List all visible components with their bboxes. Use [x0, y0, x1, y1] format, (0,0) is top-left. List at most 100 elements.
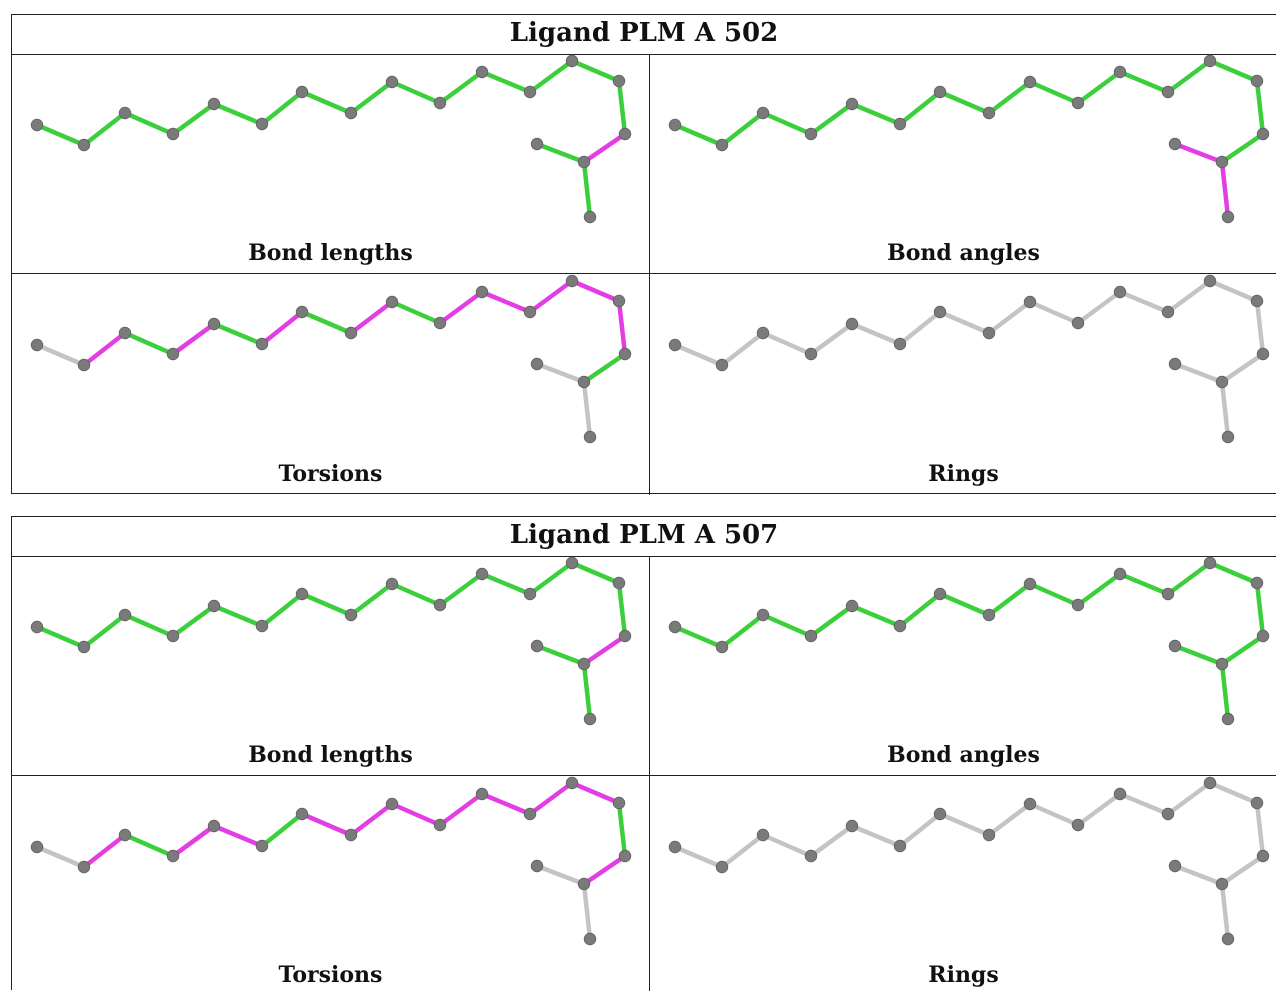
- bond-line: [986, 581, 1033, 618]
- atom-node: [565, 776, 579, 790]
- bond-line: [616, 580, 628, 639]
- atom-node: [344, 608, 358, 622]
- atom-node: [1215, 877, 1229, 891]
- bond-line: [616, 298, 628, 357]
- bond-line: [760, 110, 814, 137]
- atom-node: [255, 337, 269, 351]
- atom-node: [583, 712, 597, 726]
- panel-caption: Bond lengths: [248, 742, 413, 768]
- bond-line: [534, 863, 587, 887]
- molecule-diagram: [668, 274, 1270, 444]
- molecule-diagram: [30, 54, 632, 224]
- atom-node: [433, 818, 447, 832]
- atom-node: [893, 839, 907, 853]
- atom-node: [756, 828, 770, 842]
- bond-line: [259, 309, 305, 347]
- bond-line: [348, 299, 395, 336]
- atom-node: [804, 849, 818, 863]
- atom-node: [933, 305, 947, 319]
- bond-line: [389, 581, 443, 608]
- bond-line: [534, 141, 587, 165]
- atom-node: [668, 840, 682, 854]
- atom-node: [1221, 932, 1235, 946]
- bond-line: [1165, 58, 1213, 95]
- bond-line: [569, 780, 622, 806]
- atom-node: [475, 787, 489, 801]
- atom-node: [166, 127, 180, 141]
- atom-node: [30, 118, 44, 132]
- atom-node: [583, 210, 597, 224]
- bond-line: [534, 643, 587, 667]
- bond-line: [389, 801, 443, 828]
- atom-node: [255, 839, 269, 853]
- bond-line: [1027, 79, 1081, 106]
- atom-node: [118, 106, 132, 120]
- atom-node: [475, 567, 489, 581]
- atom-node: [77, 860, 91, 874]
- atom-node: [1023, 797, 1037, 811]
- atom-node: [295, 305, 309, 319]
- atom-node: [1113, 787, 1127, 801]
- panel-rings: Rings: [650, 274, 1276, 495]
- bond-line: [937, 591, 992, 618]
- panel-caption: Bond angles: [887, 240, 1040, 266]
- atom-node: [1256, 629, 1270, 643]
- atom-node: [118, 828, 132, 842]
- molecule-diagram: [30, 776, 632, 946]
- bond-line: [1172, 643, 1225, 667]
- atom-node: [295, 807, 309, 821]
- bond-line: [760, 330, 814, 357]
- atom-node: [166, 849, 180, 863]
- bond-line: [581, 351, 628, 385]
- atom-node: [475, 285, 489, 299]
- bond-line: [348, 801, 395, 838]
- atom-node: [1250, 576, 1264, 590]
- bond-line: [170, 321, 217, 357]
- bond-line: [211, 101, 265, 127]
- bond-line: [986, 801, 1033, 838]
- molecule-diagram: [668, 556, 1270, 726]
- bond-line: [1165, 560, 1213, 597]
- atom-node: [385, 577, 399, 591]
- atom-node: [1023, 75, 1037, 89]
- bond-line: [719, 832, 766, 870]
- atom-node: [845, 599, 859, 613]
- bond-line: [808, 101, 855, 137]
- atom-node: [1168, 859, 1182, 873]
- bond-line: [808, 823, 855, 859]
- atom-node: [583, 430, 597, 444]
- bond-line: [348, 79, 395, 116]
- atom-node: [344, 326, 358, 340]
- bond-line: [808, 321, 855, 357]
- atom-node: [565, 274, 579, 288]
- bond-line: [122, 832, 176, 859]
- atom-node: [433, 598, 447, 612]
- panel-caption: Rings: [928, 461, 999, 487]
- atom-node: [523, 85, 537, 99]
- atom-node: [612, 796, 626, 810]
- bond-line: [170, 823, 217, 859]
- ligand-title: Ligand PLM A 502: [12, 15, 1276, 55]
- atom-node: [618, 629, 632, 643]
- bond-line: [81, 832, 128, 870]
- atom-node: [1203, 54, 1217, 68]
- bond-line: [1117, 791, 1171, 817]
- bond-line: [170, 101, 217, 137]
- atom-node: [1161, 305, 1175, 319]
- bond-line: [299, 811, 354, 838]
- bond-line: [1117, 289, 1171, 315]
- atom-node: [933, 85, 947, 99]
- atom-node: [933, 807, 947, 821]
- atom-node: [207, 97, 221, 111]
- molecule-diagram: [668, 776, 1270, 946]
- panel-caption: Torsions: [278, 962, 383, 988]
- bond-line: [897, 89, 943, 127]
- atom-node: [577, 657, 591, 671]
- bond-line: [479, 791, 533, 817]
- panel-torsions: Torsions: [12, 274, 649, 495]
- bond-line: [1172, 141, 1225, 165]
- atom-node: [1256, 849, 1270, 863]
- atom-node: [1203, 274, 1217, 288]
- bond-line: [672, 624, 725, 650]
- ligand-block-2: Ligand PLM A 507 Bond lengths Bond angle…: [11, 516, 1276, 991]
